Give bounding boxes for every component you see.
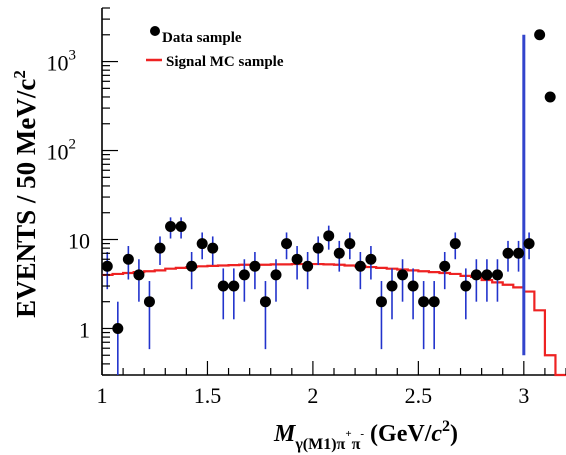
x-axis-title-unit-close: )	[450, 421, 458, 447]
data-point	[534, 29, 546, 41]
x-tick-label: 3	[518, 383, 529, 408]
x-tick-label: 1	[97, 383, 108, 408]
data-point	[196, 238, 208, 250]
y-tick-base: 1	[79, 317, 90, 342]
x-axis-title-sub: γ(M1)π	[294, 436, 345, 453]
data-point	[122, 253, 134, 265]
mc-histogram-layer	[102, 262, 566, 377]
x-axis-title-m: M	[273, 421, 297, 447]
data-point	[228, 280, 240, 292]
data-point	[418, 296, 430, 308]
data-point	[323, 230, 335, 242]
data-point	[238, 269, 250, 281]
x-tick-label: 2.5	[405, 383, 433, 408]
y-tick-exp: 3	[69, 48, 77, 64]
data-point	[165, 221, 177, 233]
data-point	[365, 253, 377, 265]
y-tick-label: 103	[47, 48, 77, 76]
data-point	[460, 280, 472, 292]
y-tick-label: 1	[79, 317, 90, 342]
legend-data-label: Data sample	[162, 30, 242, 46]
data-point	[544, 91, 556, 103]
y-axis-title-exp: 2	[10, 70, 29, 79]
data-point	[207, 242, 219, 254]
data-point	[302, 260, 314, 272]
y-tick-base: 10	[47, 140, 69, 165]
data-point	[312, 242, 324, 254]
data-point	[502, 247, 514, 259]
data-point	[386, 280, 398, 292]
signal-mc-histogram	[102, 262, 566, 377]
legend-mc-label: Signal MC sample	[166, 54, 284, 70]
x-axis-title-unit-exp: 2	[442, 418, 450, 435]
x-axis-title: Mγ(M1)π+π- (GeV/c2)	[273, 418, 458, 453]
data-points-layer	[101, 29, 556, 375]
y-tick-base: 10	[68, 229, 90, 254]
data-point	[513, 247, 525, 259]
data-point	[491, 269, 503, 281]
legend-data-marker	[150, 26, 160, 36]
data-point	[523, 238, 535, 250]
x-axis-title-unit: (GeV/	[364, 421, 432, 447]
y-tick-label: 102	[47, 137, 77, 165]
data-point	[249, 260, 261, 272]
data-point	[428, 296, 440, 308]
data-point	[175, 221, 187, 233]
data-point	[397, 269, 409, 281]
x-tick-label: 1.5	[194, 383, 222, 408]
data-point	[217, 280, 229, 292]
legend: Data sample Signal MC sample	[146, 26, 284, 70]
data-point	[354, 260, 366, 272]
data-point	[154, 242, 166, 254]
data-point	[470, 269, 482, 281]
data-point	[259, 296, 271, 308]
y-tick-label: 10	[68, 229, 90, 254]
x-axis-title-pi2: π	[352, 436, 361, 453]
data-point	[270, 269, 282, 281]
data-point	[143, 296, 155, 308]
data-point	[281, 238, 293, 250]
data-point	[344, 238, 356, 250]
x-axis-title-unit-c: c	[431, 421, 442, 447]
x-tick-label: 2	[307, 383, 318, 408]
y-tick-exp: 2	[69, 137, 77, 153]
y-tick-base: 10	[47, 51, 69, 76]
data-point	[133, 269, 145, 281]
data-point	[375, 296, 387, 308]
data-point	[186, 260, 198, 272]
x-axis-title-sup1: +	[345, 428, 351, 440]
data-point	[291, 253, 303, 265]
y-axis-title-text: EVENTS / 50 MeV/c	[11, 79, 41, 318]
y-axis-title: EVENTS / 50 MeV/c2	[10, 70, 41, 318]
data-point	[439, 260, 451, 272]
data-point	[449, 238, 461, 250]
data-point	[407, 280, 419, 292]
data-point	[481, 269, 493, 281]
data-point	[333, 247, 345, 259]
x-axis-title-sup2: -	[360, 428, 364, 440]
